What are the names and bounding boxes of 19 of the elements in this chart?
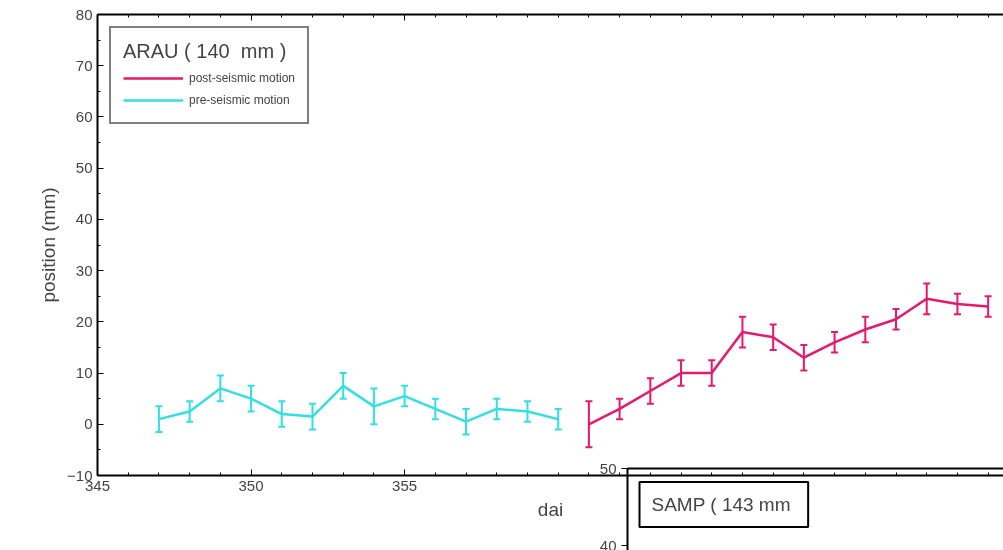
y-tick-label: 40 <box>75 210 93 228</box>
y-tick-label: 80 <box>75 5 93 23</box>
x-tick-label: 350 <box>238 476 264 494</box>
x-tick-label: 355 <box>392 476 418 494</box>
y-tick-label: 10 <box>75 364 93 382</box>
y-tick-label: 50 <box>75 159 93 177</box>
y-tick-label: 60 <box>75 107 93 125</box>
y-tick-label: 30 <box>75 261 93 279</box>
text: SAMP ( 143 mm <box>651 494 791 515</box>
legend-title: ARAU ( 140 mm ) <box>123 40 288 63</box>
y-axis-title: position (mm) <box>38 187 60 303</box>
y-tick-label: 70 <box>75 56 93 74</box>
x-axis-title: dai <box>537 498 564 520</box>
annotation: 50 <box>599 459 617 477</box>
legend-label: pre-seismic motion <box>189 93 290 107</box>
y-tick-label: 0 <box>84 415 93 433</box>
text: 40 <box>599 536 617 550</box>
legend-label: post-seismic motion <box>189 71 296 85</box>
y-tick-label: 20 <box>75 312 93 330</box>
